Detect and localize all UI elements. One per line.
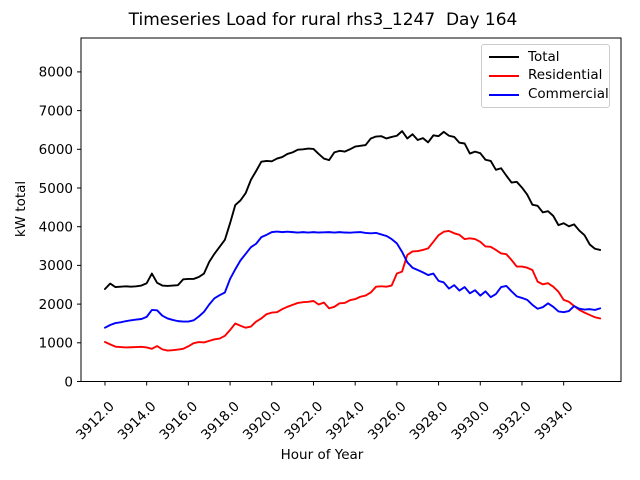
y-axis-label: kW total: [13, 180, 29, 238]
axes-frame: [80, 37, 622, 382]
y-tick-label: 8000: [39, 65, 73, 81]
series-line-total: [104, 130, 602, 290]
legend-line-total-icon: [489, 56, 519, 59]
series-line-commercial: [104, 230, 602, 329]
y-tick-label: 2000: [39, 297, 73, 313]
x-axis-label: Hour of Year: [280, 447, 364, 463]
series-line-residential: [104, 230, 602, 352]
y-tick-label: 3000: [39, 258, 73, 274]
legend-label-total: Total: [528, 48, 560, 65]
chart-title: Timeseries Load for rural rhs3_1247 Day …: [128, 10, 518, 30]
legend-line-residential-icon: [489, 75, 519, 77]
y-tick-label: 5000: [39, 181, 73, 197]
legend-item-total: Total: [489, 48, 602, 67]
y-tick-label: 4000: [39, 220, 73, 236]
y-tick-label: 1000: [39, 336, 73, 352]
y-tick-label: 0: [64, 374, 73, 390]
y-tick-label: 6000: [39, 142, 73, 158]
legend-item-commercial: Commercial: [489, 85, 609, 104]
y-tick-label: 7000: [39, 103, 73, 119]
legend-label-residential: Residential: [528, 67, 603, 84]
legend: Total Residential Commercial: [481, 44, 610, 108]
legend-label-commercial: Commercial: [528, 85, 609, 102]
legend-line-commercial-icon: [489, 93, 519, 96]
legend-item-residential: Residential: [489, 67, 602, 86]
